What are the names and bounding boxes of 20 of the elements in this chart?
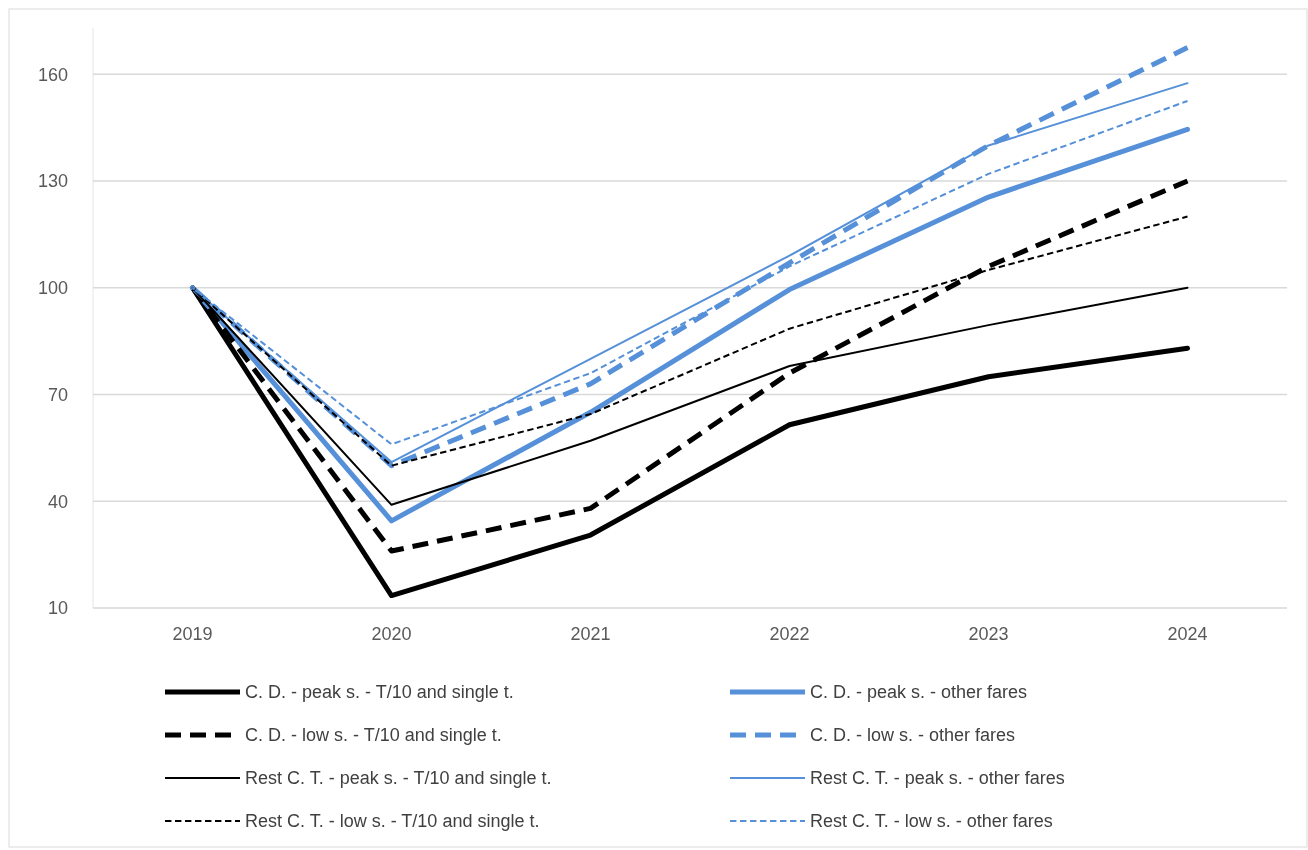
legend-label: C. D. - low s. - T/10 and single t. — [245, 725, 502, 746]
legend-label: C. D. - low s. - other fares — [810, 725, 1016, 746]
x-tick-label: 2022 — [769, 624, 810, 644]
y-tick-label: 160 — [37, 64, 68, 85]
x-tick-label: 2023 — [968, 624, 1009, 644]
legend-label: C. D. - peak s. - T/10 and single t. — [245, 682, 514, 703]
y-tick-label: 130 — [37, 171, 68, 192]
y-tick-label: 100 — [37, 278, 68, 299]
legend-label: Rest C. T. - peak s. - T/10 and single t. — [245, 768, 552, 789]
legend-label: C. D. - peak s. - other fares — [810, 682, 1028, 703]
y-tick-label: 10 — [47, 598, 68, 619]
legend-label: Rest C. T. - low s. - other fares — [810, 811, 1053, 832]
x-tick-label: 2019 — [172, 624, 213, 644]
x-tick-label: 2024 — [1167, 624, 1208, 644]
y-tick-label: 40 — [47, 491, 68, 512]
y-tick-label: 70 — [47, 384, 68, 405]
x-tick-label: 2020 — [371, 624, 412, 644]
x-tick-label: 2021 — [570, 624, 611, 644]
legend-label: Rest C. T. - peak s. - other fares — [810, 768, 1065, 789]
legend-label: Rest C. T. - low s. - T/10 and single t. — [245, 811, 540, 832]
